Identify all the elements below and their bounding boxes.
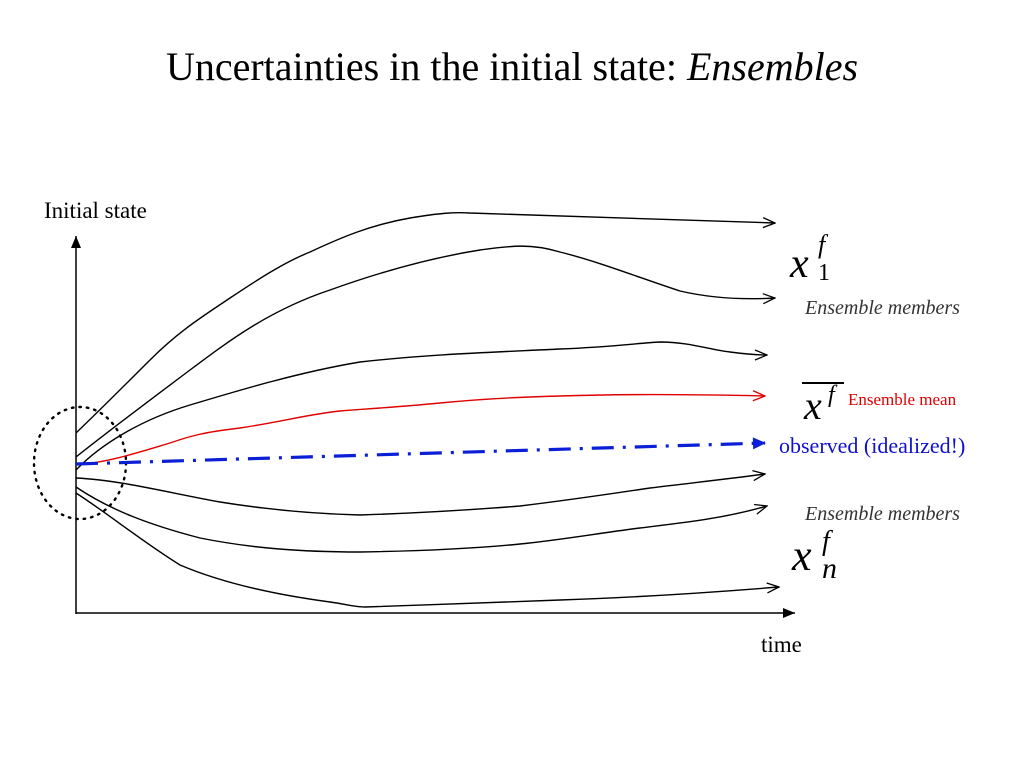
symbol-base: x bbox=[792, 531, 812, 580]
observed-line bbox=[75, 437, 766, 466]
ensemble-member-line bbox=[75, 245, 775, 458]
title-main: Uncertainties in the initial state: bbox=[165, 44, 687, 89]
ensemble-member-line bbox=[75, 486, 767, 553]
ensemble-member-line bbox=[75, 492, 779, 608]
ensemble-member-line bbox=[75, 341, 767, 471]
last-member-symbol: x f n bbox=[792, 526, 862, 590]
ensemble-mean-label: Ensemble mean bbox=[848, 390, 957, 409]
symbol-subscript: n bbox=[822, 552, 837, 585]
symbol-superscript: f bbox=[828, 382, 835, 408]
ensemble-member-line bbox=[75, 474, 765, 516]
symbol-subscript: 1 bbox=[818, 260, 830, 286]
symbol-superscript: f bbox=[822, 526, 830, 557]
symbol-superscript: f bbox=[818, 230, 826, 259]
ensemble-mean-line bbox=[75, 395, 765, 466]
first-member-symbol: x f 1 bbox=[790, 230, 850, 292]
x-axis-label: time bbox=[761, 632, 802, 657]
mean-overline bbox=[802, 382, 844, 384]
y-axis-label: Initial state bbox=[44, 198, 147, 223]
slide-title: Uncertainties in the initial state: Ense… bbox=[0, 42, 1024, 92]
ensemble-mean-symbol: x f bbox=[802, 378, 852, 428]
symbol-base: x bbox=[804, 383, 822, 428]
symbol-base: x bbox=[790, 241, 809, 287]
title-emphasis: Ensembles bbox=[686, 44, 859, 89]
ensemble-members-label-top: Ensemble members bbox=[805, 297, 960, 319]
observed-label: observed (idealized!) bbox=[779, 433, 966, 458]
ensemble-member-line bbox=[75, 211, 775, 434]
ensemble-members-label-bottom: Ensemble members bbox=[805, 503, 960, 525]
